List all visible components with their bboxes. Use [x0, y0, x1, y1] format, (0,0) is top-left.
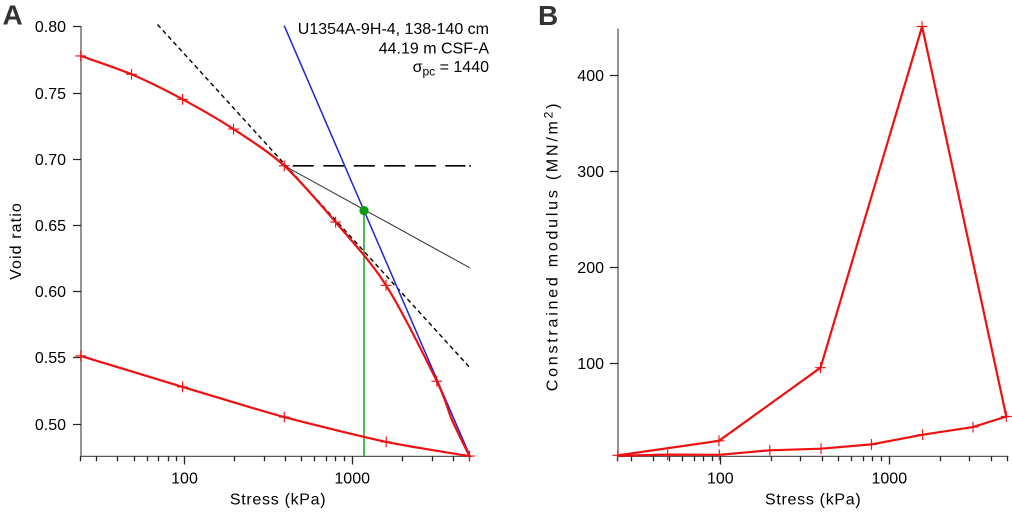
svg-text:300: 300: [577, 164, 604, 181]
svg-text:100: 100: [707, 471, 734, 488]
svg-text:0.80: 0.80: [35, 19, 66, 36]
svg-text:Void ratio: Void ratio: [8, 202, 25, 280]
svg-text:400: 400: [577, 68, 604, 85]
svg-text:U1354A-9H-4, 138-140 cm: U1354A-9H-4, 138-140 cm: [298, 21, 489, 38]
svg-text:100: 100: [577, 356, 604, 373]
svg-text:1000: 1000: [872, 471, 908, 488]
svg-text:Constrained modulus (MN/m2): Constrained modulus (MN/m2): [542, 101, 562, 391]
svg-text:A: A: [3, 0, 23, 31]
svg-text:σpc = 1440: σpc = 1440: [413, 59, 489, 79]
svg-text:100: 100: [171, 471, 198, 488]
svg-text:B: B: [538, 0, 558, 31]
svg-text:0.60: 0.60: [35, 284, 66, 301]
svg-text:0.65: 0.65: [35, 218, 66, 235]
svg-text:0.70: 0.70: [35, 152, 66, 169]
svg-text:0.55: 0.55: [35, 350, 66, 367]
svg-text:Stress (kPa): Stress (kPa): [230, 492, 326, 509]
svg-text:0.75: 0.75: [35, 86, 66, 103]
svg-text:44.19 m CSF-A: 44.19 m CSF-A: [379, 40, 490, 57]
svg-text:1000: 1000: [334, 471, 370, 488]
svg-text:200: 200: [577, 260, 604, 277]
svg-text:Stress (kPa): Stress (kPa): [765, 492, 861, 509]
svg-text:0.50: 0.50: [35, 417, 66, 434]
